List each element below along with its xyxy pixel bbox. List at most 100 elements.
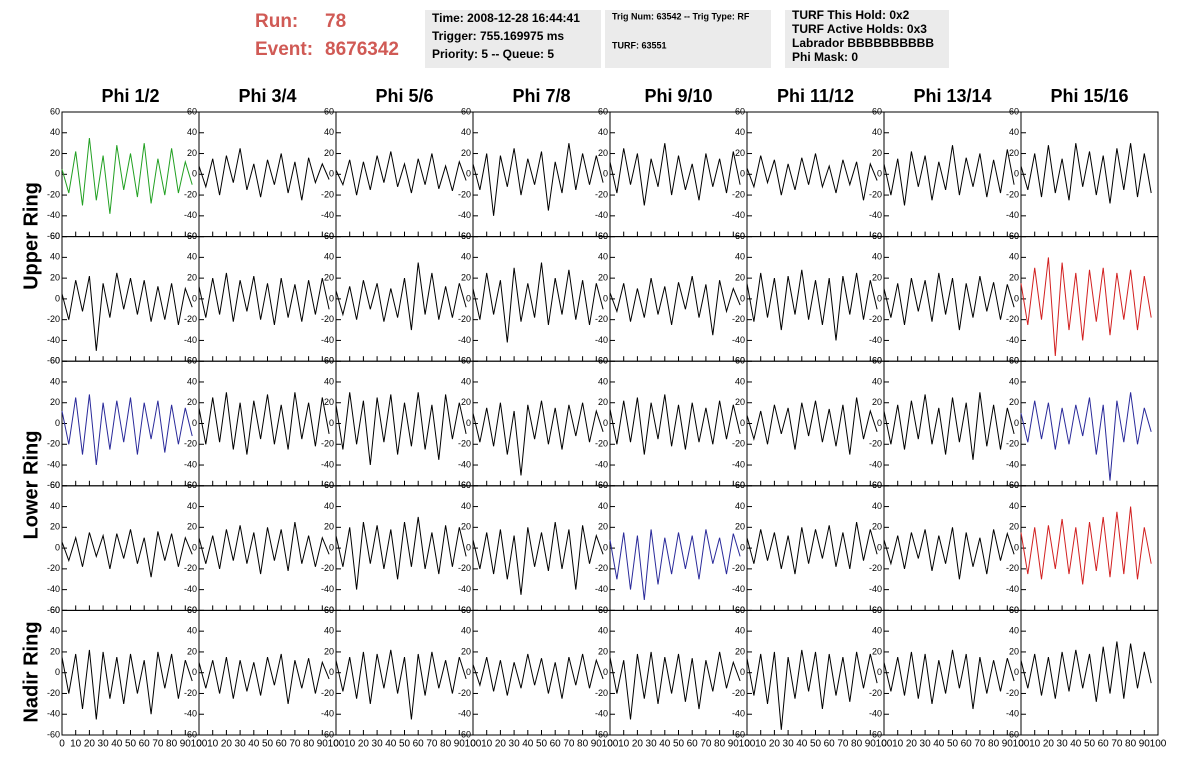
- waveform: [198, 148, 330, 201]
- y-tick-label: -40: [458, 210, 471, 220]
- x-tick-label: 40: [933, 739, 945, 750]
- y-tick-label: 40: [735, 626, 745, 636]
- waveform: [198, 392, 330, 455]
- x-tick-label: 0: [881, 739, 887, 750]
- y-tick-label: 20: [735, 397, 745, 407]
- y-tick-label: 40: [50, 626, 60, 636]
- y-tick-label: 40: [598, 376, 608, 386]
- y-tick-label: 20: [50, 646, 60, 656]
- y-tick-label: -60: [321, 605, 334, 615]
- column-title: Phi 11/12: [777, 86, 854, 106]
- y-tick-label: -40: [732, 210, 745, 220]
- y-tick-label: -20: [595, 688, 608, 698]
- y-tick-label: -60: [869, 605, 882, 615]
- waveform: [883, 649, 1015, 710]
- y-tick-label: -20: [869, 189, 882, 199]
- y-tick-label: -40: [869, 584, 882, 594]
- x-tick-label: 90: [865, 739, 877, 750]
- waveform: [609, 651, 741, 720]
- x-tick-label: 0: [1018, 739, 1024, 750]
- y-tick-label: -20: [321, 439, 334, 449]
- y-tick-label: -40: [47, 584, 60, 594]
- y-tick-label: 20: [872, 148, 882, 158]
- x-tick-label: 100: [1150, 739, 1167, 750]
- y-tick-label: 0: [55, 542, 60, 552]
- y-tick-label: -20: [458, 688, 471, 698]
- y-tick-label: 0: [740, 542, 745, 552]
- waveform: [335, 516, 467, 590]
- x-tick-label: 90: [1139, 739, 1151, 750]
- waveform: [883, 527, 1015, 580]
- x-tick-label: 20: [1043, 739, 1055, 750]
- x-tick-label: 50: [673, 739, 685, 750]
- x-tick-label: 10: [1029, 739, 1041, 750]
- y-tick-label: 20: [50, 148, 60, 158]
- info-text: Trig Num: 63542 -- Trig Type: RF: [612, 11, 750, 21]
- y-tick-label: 40: [324, 252, 334, 262]
- x-tick-label: 40: [1070, 739, 1082, 750]
- y-tick-label: 20: [1009, 646, 1019, 656]
- event-value: 8676342: [325, 39, 399, 60]
- y-tick-label: 40: [872, 626, 882, 636]
- y-tick-label: -20: [47, 314, 60, 324]
- waveform: [472, 653, 604, 699]
- y-tick-label: 40: [461, 626, 471, 636]
- y-tick-label: 0: [329, 667, 334, 677]
- x-tick-label: 10: [481, 739, 493, 750]
- y-tick-label: 60: [50, 231, 60, 241]
- y-tick-label: 40: [1009, 127, 1019, 137]
- y-tick-label: 40: [735, 501, 745, 511]
- x-tick-label: 80: [851, 739, 863, 750]
- x-tick-label: 20: [632, 739, 644, 750]
- y-tick-label: 60: [872, 106, 882, 116]
- waveform: [609, 394, 741, 455]
- y-tick-label: 60: [1009, 605, 1019, 615]
- y-tick-label: 0: [740, 667, 745, 677]
- y-tick-label: 40: [187, 252, 197, 262]
- y-tick-label: -60: [869, 231, 882, 241]
- y-tick-label: 0: [877, 542, 882, 552]
- y-tick-label: 0: [466, 293, 471, 303]
- waveform: [61, 272, 193, 351]
- y-tick-label: 60: [187, 356, 197, 366]
- y-tick-label: 0: [329, 418, 334, 428]
- y-tick-label: 20: [50, 522, 60, 532]
- waveform: [61, 137, 193, 214]
- x-tick-label: 100: [191, 739, 208, 750]
- y-tick-label: -60: [321, 480, 334, 490]
- y-tick-label: 20: [735, 273, 745, 283]
- waveform: [883, 392, 1015, 460]
- y-tick-label: 60: [735, 356, 745, 366]
- row-title: Upper Ring: [20, 182, 42, 290]
- y-tick-label: -40: [47, 210, 60, 220]
- event-label: Event:: [255, 39, 313, 60]
- y-tick-label: 20: [598, 148, 608, 158]
- y-tick-label: -60: [869, 356, 882, 366]
- y-tick-label: 60: [1009, 480, 1019, 490]
- y-tick-label: 60: [187, 605, 197, 615]
- y-tick-label: 0: [192, 169, 197, 179]
- y-tick-label: 0: [1014, 418, 1019, 428]
- y-tick-label: 20: [187, 397, 197, 407]
- y-tick-label: 60: [598, 605, 608, 615]
- waveform: [1020, 143, 1152, 204]
- y-tick-label: -40: [1006, 335, 1019, 345]
- y-tick-label: 0: [329, 169, 334, 179]
- y-tick-label: -40: [47, 335, 60, 345]
- column-title: Phi 15/16: [1050, 86, 1128, 106]
- y-tick-label: 0: [466, 418, 471, 428]
- x-tick-label: 90: [317, 739, 329, 750]
- y-tick-label: -60: [47, 480, 60, 490]
- y-tick-label: 20: [872, 522, 882, 532]
- waveform: [746, 269, 878, 341]
- y-tick-label: 20: [461, 148, 471, 158]
- y-tick-label: -60: [732, 356, 745, 366]
- y-tick-label: -20: [184, 563, 197, 573]
- x-tick-label: 80: [988, 739, 1000, 750]
- y-tick-label: 20: [187, 646, 197, 656]
- y-tick-label: -20: [732, 688, 745, 698]
- y-tick-label: -40: [321, 709, 334, 719]
- y-tick-label: -20: [321, 688, 334, 698]
- y-tick-label: 60: [598, 106, 608, 116]
- row-title: Nadir Ring: [20, 621, 42, 722]
